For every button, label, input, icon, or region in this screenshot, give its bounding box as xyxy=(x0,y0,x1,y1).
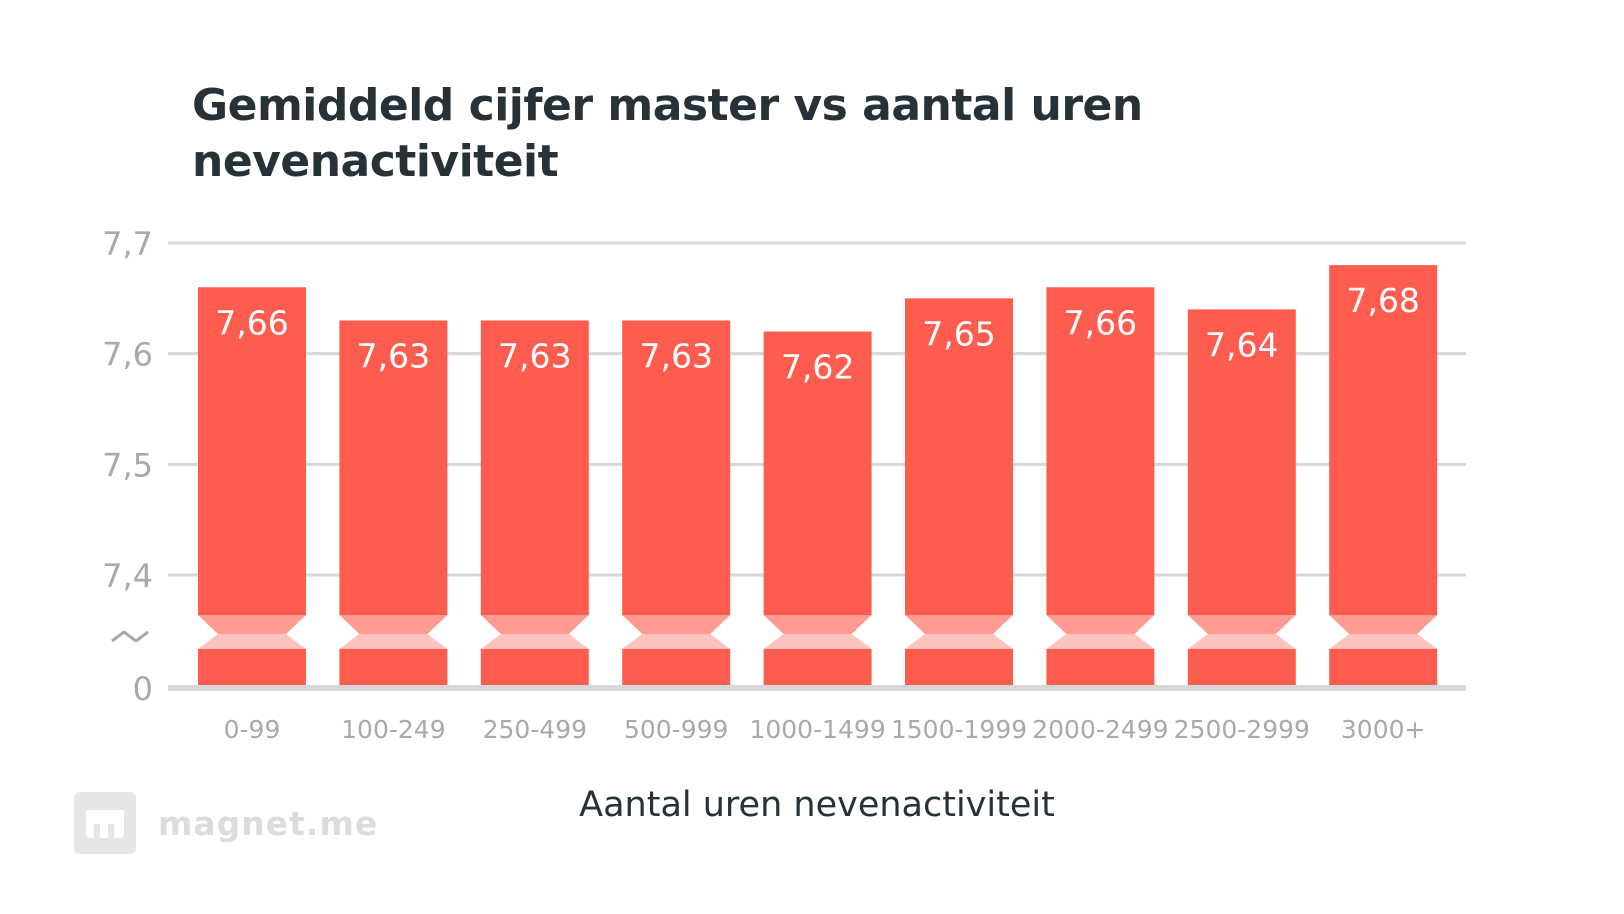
bar-1000-1499: 7,62 xyxy=(763,331,872,688)
bar-lower xyxy=(198,649,306,688)
bar-break-bottom xyxy=(480,634,589,649)
bar-value-label: 7,63 xyxy=(498,336,571,375)
bar-break-bottom xyxy=(1329,634,1438,649)
bar-upper xyxy=(198,287,306,615)
bar-break-top xyxy=(622,615,731,634)
magnet-logo-icon xyxy=(74,792,136,854)
bar-break-top xyxy=(198,615,306,634)
bar-break-top xyxy=(1046,615,1155,634)
bar-lower xyxy=(480,649,589,688)
bar-upper xyxy=(1046,287,1155,615)
bar-break-bottom xyxy=(1187,634,1296,649)
bar-upper xyxy=(480,320,589,615)
bar-break-top xyxy=(339,615,448,634)
bar-2000-2499: 7,66 xyxy=(1046,287,1155,688)
x-tick-label: 100-249 xyxy=(341,715,445,744)
bar-lower xyxy=(905,649,1013,688)
bar-value-label: 7,62 xyxy=(781,348,854,387)
bar-0-99: 7,66 xyxy=(198,287,306,688)
bar-value-label: 7,66 xyxy=(215,303,288,342)
bar-value-label: 7,65 xyxy=(922,314,995,353)
bar-value-label: 7,63 xyxy=(639,336,712,375)
y-tick-label: 7,5 xyxy=(102,446,153,484)
x-tick-label: 1500-1999 xyxy=(891,715,1027,744)
y-axis: 7,4 7,5 7,6 7,7 0 xyxy=(102,225,153,708)
bar-lower xyxy=(1046,649,1155,688)
bar-break-bottom xyxy=(622,634,731,649)
y-tick-label: 7,4 xyxy=(102,557,153,595)
bar-3000+: 7,68 xyxy=(1329,265,1438,688)
bar-100-249: 7,63 xyxy=(339,320,448,688)
x-axis: 0-99 100-249 250-499 500-999 1000-1499 1500-1… xyxy=(224,715,1426,744)
axis-break-icon xyxy=(111,630,149,643)
bar-break-top xyxy=(1187,615,1296,634)
bar-value-label: 7,66 xyxy=(1064,303,1137,342)
bar-break-top xyxy=(1329,615,1438,634)
x-axis-label: Aantal uren nevenactiviteit xyxy=(579,785,1055,825)
bar-1500-1999: 7,65 xyxy=(905,298,1013,688)
bar-upper xyxy=(1187,309,1296,615)
bar-break-top xyxy=(480,615,589,634)
bar-value-label: 7,63 xyxy=(357,336,430,375)
chart-title: Gemiddeld cijfer master vs aantal uren n… xyxy=(192,80,1143,187)
bar-lower xyxy=(1329,649,1438,688)
brand-name: magnet.me xyxy=(158,803,379,843)
bar-500-999: 7,63 xyxy=(622,320,731,688)
bar-lower xyxy=(763,649,872,688)
bar-value-label: 7,64 xyxy=(1205,325,1278,364)
bar-upper xyxy=(763,331,872,615)
bar-lower xyxy=(622,649,731,688)
x-tick-label: 2000-2499 xyxy=(1032,715,1168,744)
x-tick-label: 3000+ xyxy=(1341,715,1426,744)
bar-lower xyxy=(339,649,448,688)
bar-upper xyxy=(339,320,448,615)
y-tick-label-zero: 0 xyxy=(133,670,153,708)
bars: 7,66 7,63 7,63 7,63 7,62 7,65 7,66 7,64 7,68 xyxy=(198,265,1438,688)
bar-250-499: 7,63 xyxy=(480,320,589,688)
bar-lower xyxy=(1187,649,1296,688)
x-tick-label: 2500-2999 xyxy=(1174,715,1310,744)
bar-upper xyxy=(1329,265,1438,615)
bar-break-bottom xyxy=(763,634,872,649)
bar-value-label: 7,68 xyxy=(1346,281,1419,320)
y-tick-label: 7,6 xyxy=(102,336,153,374)
bar-break-bottom xyxy=(905,634,1013,649)
bar-break-bottom xyxy=(1046,634,1155,649)
bar-2500-2999: 7,64 xyxy=(1187,309,1296,688)
brand-logo: magnet.me xyxy=(74,792,378,854)
x-tick-label: 1000-1499 xyxy=(749,715,885,744)
x-tick-label: 500-999 xyxy=(624,715,728,744)
y-tick-label: 7,7 xyxy=(102,225,153,263)
bar-break-bottom xyxy=(198,634,306,649)
bar-upper xyxy=(905,298,1013,615)
bar-break-top xyxy=(905,615,1013,634)
bar-break-bottom xyxy=(339,634,448,649)
bar-upper xyxy=(622,320,731,615)
bar-break-top xyxy=(763,615,872,634)
x-tick-label: 250-499 xyxy=(483,715,587,744)
x-tick-label: 0-99 xyxy=(224,715,281,744)
